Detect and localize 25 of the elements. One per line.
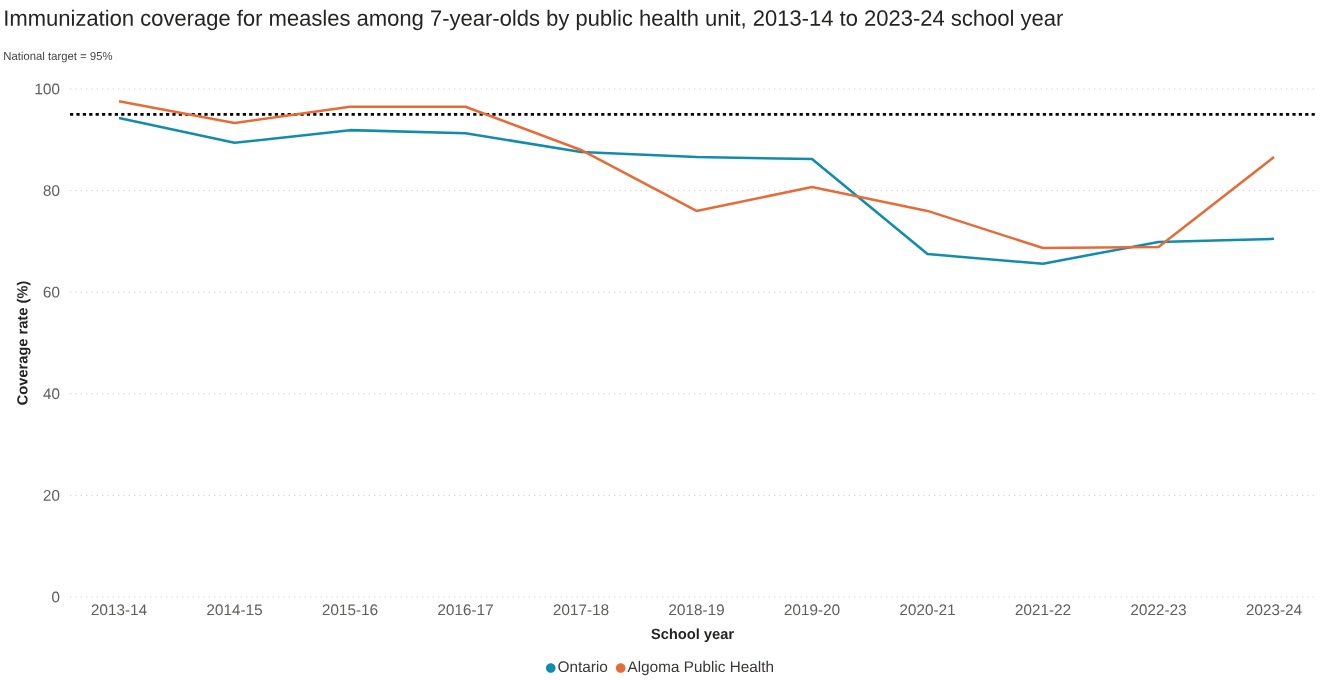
x-axis-title: School year bbox=[651, 628, 734, 643]
y-tick-label: 60 bbox=[43, 286, 60, 298]
x-tick-label: 2020-21 bbox=[900, 604, 955, 616]
line-series bbox=[117, 99, 1276, 250]
y-tick-label: 40 bbox=[43, 388, 60, 400]
y-tick-label: 100 bbox=[35, 83, 60, 95]
x-tick-label: 2016-17 bbox=[438, 604, 493, 616]
y-tick-label: 0 bbox=[52, 591, 60, 603]
y-tick-label: 20 bbox=[43, 489, 60, 501]
y-tick-label: 80 bbox=[43, 185, 60, 197]
x-tick-label: 2013-14 bbox=[91, 604, 147, 616]
chart-title: Immunization coverage for measles among 7-year-olds by public health unit, 2013-14 to 2023-24 school year bbox=[5, 9, 1063, 31]
x-tick-label: 2014-15 bbox=[207, 604, 262, 616]
line-series bbox=[117, 116, 1276, 266]
x-tick-label: 2022-23 bbox=[1131, 604, 1186, 616]
x-tick-label: 2017-18 bbox=[553, 604, 609, 616]
x-tick-label: 2019-20 bbox=[784, 604, 840, 616]
legend-label: Ontario bbox=[558, 660, 608, 673]
x-tick-label: 2021-22 bbox=[1015, 604, 1071, 616]
x-tick-label: 2018-19 bbox=[669, 604, 724, 616]
legend-label: Algoma Public Health bbox=[627, 660, 774, 676]
x-tick-label: 2023-24 bbox=[1246, 604, 1302, 616]
x-tick-label: 2015-16 bbox=[322, 604, 378, 616]
y-axis-title: Coverage rate (%) bbox=[16, 281, 31, 405]
chart-subtitle: National target = 95% bbox=[4, 51, 113, 63]
